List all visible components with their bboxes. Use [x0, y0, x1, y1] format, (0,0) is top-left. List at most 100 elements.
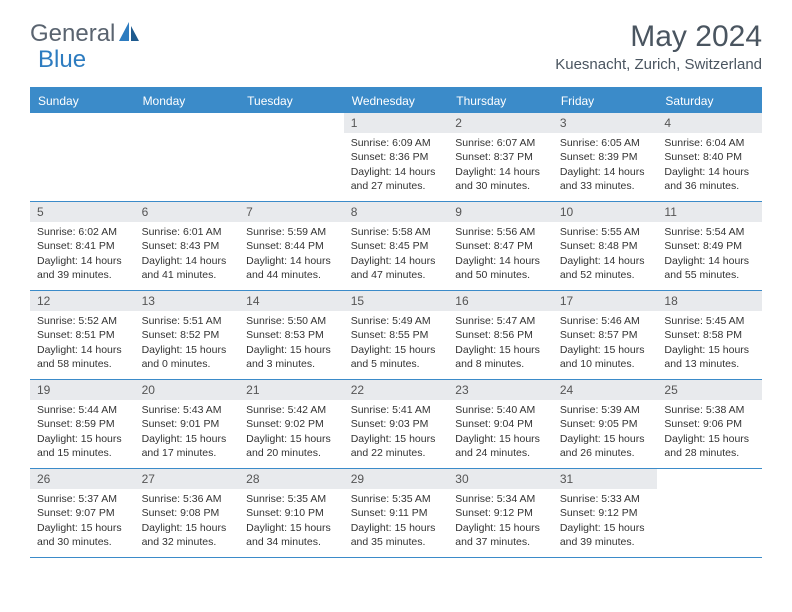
sunrise-text: Sunrise: 5:59 AM	[246, 225, 337, 239]
day-content: Sunrise: 5:36 AMSunset: 9:08 PMDaylight:…	[135, 491, 240, 553]
day-content: Sunrise: 5:38 AMSunset: 9:06 PMDaylight:…	[657, 402, 762, 464]
day-cell: 22Sunrise: 5:41 AMSunset: 9:03 PMDayligh…	[344, 380, 449, 468]
sunrise-text: Sunrise: 5:52 AM	[37, 314, 128, 328]
sunset-text: Sunset: 9:12 PM	[455, 506, 546, 520]
daylight-text: Daylight: 15 hours and 39 minutes.	[560, 521, 651, 549]
daylight-text: Daylight: 14 hours and 52 minutes.	[560, 254, 651, 282]
day-number: 19	[37, 383, 50, 397]
sunrise-text: Sunrise: 6:02 AM	[37, 225, 128, 239]
sunset-text: Sunset: 9:08 PM	[142, 506, 233, 520]
sunrise-text: Sunrise: 6:04 AM	[664, 136, 755, 150]
title-block: May 2024 Kuesnacht, Zurich, Switzerland	[555, 20, 762, 73]
day-cell: 14Sunrise: 5:50 AMSunset: 8:53 PMDayligh…	[239, 291, 344, 379]
sunrise-text: Sunrise: 5:55 AM	[560, 225, 651, 239]
day-cell: 13Sunrise: 5:51 AMSunset: 8:52 PMDayligh…	[135, 291, 240, 379]
day-number-bar: 11	[657, 202, 762, 222]
day-content: Sunrise: 5:52 AMSunset: 8:51 PMDaylight:…	[30, 313, 135, 375]
day-number: 25	[664, 383, 677, 397]
sunrise-text: Sunrise: 5:50 AM	[246, 314, 337, 328]
logo-text-blue: Blue	[38, 46, 86, 73]
day-content: Sunrise: 5:39 AMSunset: 9:05 PMDaylight:…	[553, 402, 658, 464]
weekday-tue: Tuesday	[239, 89, 344, 113]
day-number-bar: 12	[30, 291, 135, 311]
daylight-text: Daylight: 15 hours and 26 minutes.	[560, 432, 651, 460]
weekday-wed: Wednesday	[344, 89, 449, 113]
day-number: 28	[246, 472, 259, 486]
daylight-text: Daylight: 15 hours and 34 minutes.	[246, 521, 337, 549]
sunset-text: Sunset: 9:05 PM	[560, 417, 651, 431]
sunset-text: Sunset: 8:48 PM	[560, 239, 651, 253]
day-cell: 9Sunrise: 5:56 AMSunset: 8:47 PMDaylight…	[448, 202, 553, 290]
day-number: 29	[351, 472, 364, 486]
day-number-bar: 21	[239, 380, 344, 400]
day-cell: 12Sunrise: 5:52 AMSunset: 8:51 PMDayligh…	[30, 291, 135, 379]
sunrise-text: Sunrise: 5:45 AM	[664, 314, 755, 328]
sunset-text: Sunset: 8:57 PM	[560, 328, 651, 342]
day-cell: 10Sunrise: 5:55 AMSunset: 8:48 PMDayligh…	[553, 202, 658, 290]
sunset-text: Sunset: 8:59 PM	[37, 417, 128, 431]
day-number-bar: 8	[344, 202, 449, 222]
daylight-text: Daylight: 15 hours and 0 minutes.	[142, 343, 233, 371]
sunset-text: Sunset: 8:43 PM	[142, 239, 233, 253]
day-cell: 16Sunrise: 5:47 AMSunset: 8:56 PMDayligh…	[448, 291, 553, 379]
day-content: Sunrise: 5:37 AMSunset: 9:07 PMDaylight:…	[30, 491, 135, 553]
sunset-text: Sunset: 8:52 PM	[142, 328, 233, 342]
day-number: 6	[142, 205, 149, 219]
day-number-bar: 29	[344, 469, 449, 489]
week-row: 12Sunrise: 5:52 AMSunset: 8:51 PMDayligh…	[30, 291, 762, 380]
day-number-bar	[30, 113, 135, 117]
sunset-text: Sunset: 9:01 PM	[142, 417, 233, 431]
day-number-bar: 19	[30, 380, 135, 400]
sunset-text: Sunset: 9:10 PM	[246, 506, 337, 520]
calendar: Sunday Monday Tuesday Wednesday Thursday…	[30, 87, 762, 558]
sunset-text: Sunset: 8:36 PM	[351, 150, 442, 164]
day-number-bar: 30	[448, 469, 553, 489]
day-content: Sunrise: 5:34 AMSunset: 9:12 PMDaylight:…	[448, 491, 553, 553]
daylight-text: Daylight: 15 hours and 28 minutes.	[664, 432, 755, 460]
day-content: Sunrise: 6:04 AMSunset: 8:40 PMDaylight:…	[657, 135, 762, 197]
day-number-bar: 2	[448, 113, 553, 133]
daylight-text: Daylight: 14 hours and 47 minutes.	[351, 254, 442, 282]
day-number: 20	[142, 383, 155, 397]
sunset-text: Sunset: 9:06 PM	[664, 417, 755, 431]
day-number: 21	[246, 383, 259, 397]
day-cell: 20Sunrise: 5:43 AMSunset: 9:01 PMDayligh…	[135, 380, 240, 468]
daylight-text: Daylight: 15 hours and 20 minutes.	[246, 432, 337, 460]
day-number: 22	[351, 383, 364, 397]
daylight-text: Daylight: 15 hours and 32 minutes.	[142, 521, 233, 549]
month-title: May 2024	[555, 20, 762, 54]
sunrise-text: Sunrise: 5:35 AM	[246, 492, 337, 506]
day-content: Sunrise: 5:59 AMSunset: 8:44 PMDaylight:…	[239, 224, 344, 286]
day-number-bar	[135, 113, 240, 117]
day-content: Sunrise: 5:45 AMSunset: 8:58 PMDaylight:…	[657, 313, 762, 375]
day-number-bar: 17	[553, 291, 658, 311]
daylight-text: Daylight: 14 hours and 41 minutes.	[142, 254, 233, 282]
sunrise-text: Sunrise: 5:47 AM	[455, 314, 546, 328]
day-content: Sunrise: 6:02 AMSunset: 8:41 PMDaylight:…	[30, 224, 135, 286]
day-number-bar: 27	[135, 469, 240, 489]
day-number: 7	[246, 205, 253, 219]
day-number: 31	[560, 472, 573, 486]
day-number: 26	[37, 472, 50, 486]
day-cell: 17Sunrise: 5:46 AMSunset: 8:57 PMDayligh…	[553, 291, 658, 379]
day-number-bar: 24	[553, 380, 658, 400]
day-cell	[30, 113, 135, 201]
day-content: Sunrise: 5:40 AMSunset: 9:04 PMDaylight:…	[448, 402, 553, 464]
day-content: Sunrise: 5:33 AMSunset: 9:12 PMDaylight:…	[553, 491, 658, 553]
day-number: 1	[351, 116, 358, 130]
logo-text-blue-wrap: Blue	[38, 46, 86, 74]
day-cell: 25 Sunrise: 5:38 AMSunset: 9:06 PMDayligh…	[657, 380, 762, 468]
day-number: 23	[455, 383, 468, 397]
day-cell: 1Sunrise: 6:09 AMSunset: 8:36 PMDaylight…	[344, 113, 449, 201]
day-cell: 7 Sunrise: 5:59 AMSunset: 8:44 PMDaylight…	[239, 202, 344, 290]
sunset-text: Sunset: 8:44 PM	[246, 239, 337, 253]
day-content: Sunrise: 6:05 AMSunset: 8:39 PMDaylight:…	[553, 135, 658, 197]
logo-text-general: General	[30, 20, 115, 48]
day-cell: 4Sunrise: 6:04 AMSunset: 8:40 PMDaylight…	[657, 113, 762, 201]
daylight-text: Daylight: 15 hours and 35 minutes.	[351, 521, 442, 549]
sunrise-text: Sunrise: 5:44 AM	[37, 403, 128, 417]
day-number: 11	[664, 205, 676, 219]
day-cell: 5Sunrise: 6:02 AMSunset: 8:41 PMDaylight…	[30, 202, 135, 290]
day-number: 9	[455, 205, 462, 219]
daylight-text: Daylight: 14 hours and 58 minutes.	[37, 343, 128, 371]
